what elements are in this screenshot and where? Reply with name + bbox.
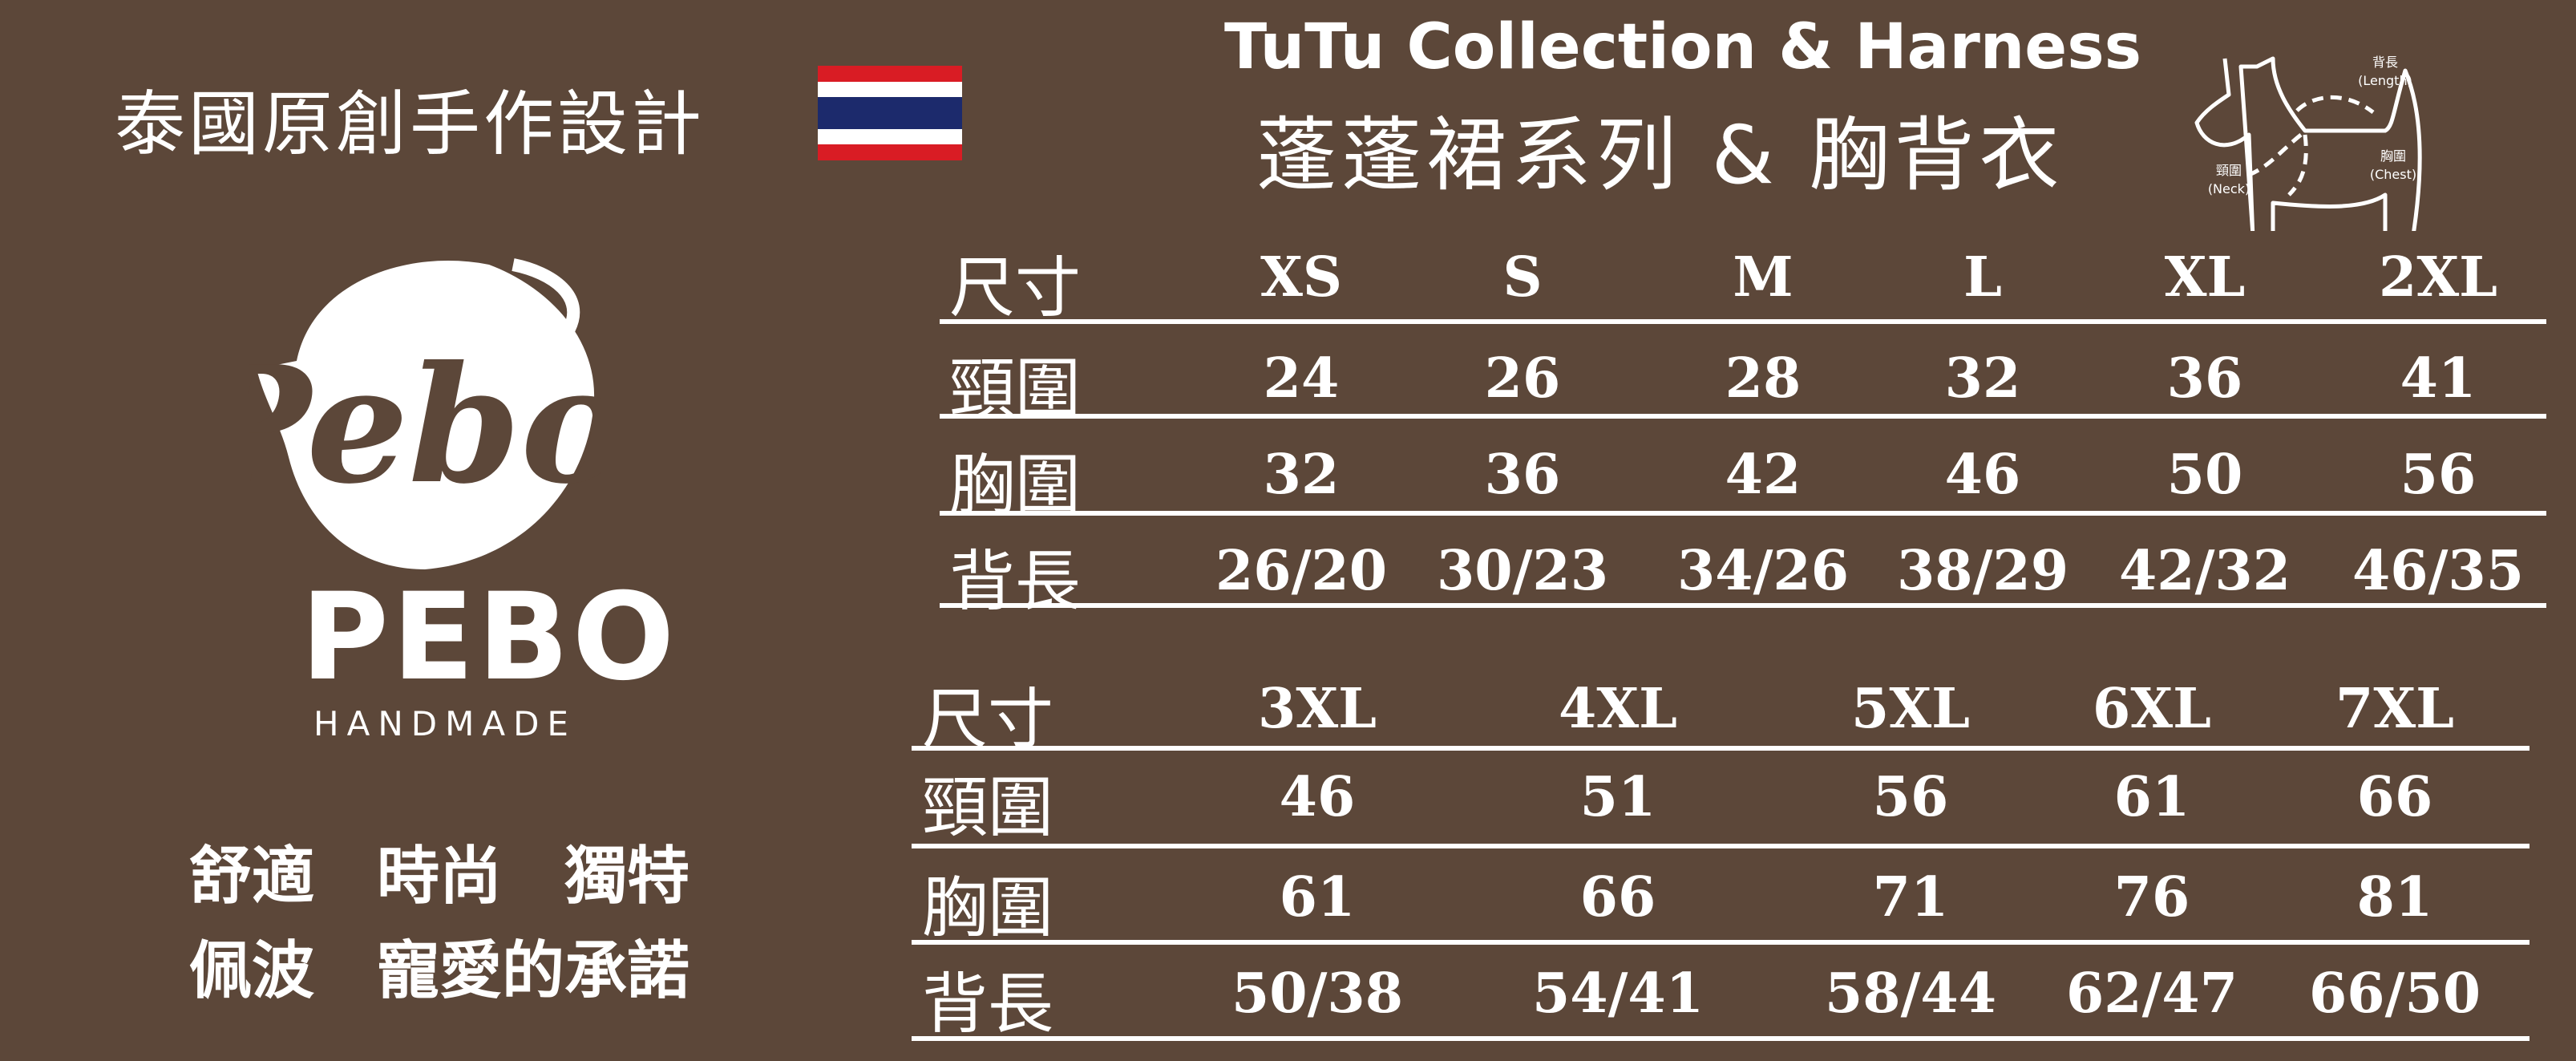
size-column-header: 7XL: [2335, 677, 2454, 741]
measurement-value: 50: [2166, 443, 2243, 507]
diagram-neck-en: (Neck): [2208, 181, 2250, 196]
title-english: TuTu Collection & Harness: [1224, 11, 2142, 83]
diagram-length-zh: 背長: [2372, 55, 2398, 70]
table-divider: [940, 511, 2546, 516]
measurement-value: 76: [2113, 865, 2190, 929]
title-chinese: 蓬蓬裙系列 & 胸背衣: [1256, 108, 2064, 202]
size-column-header: XS: [1260, 245, 1342, 310]
flag-stripe: [818, 97, 962, 129]
size-column-header: L: [1963, 245, 2002, 310]
measurement-value: 66: [2356, 765, 2433, 829]
table-divider: [940, 319, 2546, 324]
size-column-header: 6XL: [2093, 677, 2211, 741]
measurement-value: 26: [1484, 346, 1561, 411]
measurement-value: 62/47: [2065, 962, 2238, 1026]
size-header-label: 尺寸: [922, 682, 1054, 758]
measurement-label: 頸圍: [922, 770, 1054, 846]
measurement-value: 26/20: [1215, 539, 1388, 603]
diagram-chest-en: (Chest): [2370, 167, 2416, 182]
measurement-value: 36: [2166, 346, 2243, 411]
measurement-value: 61: [1279, 865, 1356, 929]
measurement-value: 54/41: [1531, 962, 1705, 1026]
measurement-value: 56: [1872, 765, 1949, 829]
measurement-value: 71: [1872, 865, 1949, 929]
measurement-value: 28: [1725, 346, 1802, 411]
measurement-value: 66: [1579, 865, 1656, 929]
size-column-header: 4XL: [1559, 677, 1677, 741]
table-divider: [912, 940, 2529, 945]
measurement-value: 46/35: [2352, 539, 2525, 603]
size-column-header: 5XL: [1851, 677, 1970, 741]
measurement-value: 34/26: [1676, 539, 1850, 603]
size-column-header: S: [1502, 245, 1543, 310]
measurement-value: 36: [1484, 443, 1561, 507]
thailand-flag-icon: [818, 66, 962, 161]
slogan-line-1: 舒適 時尚 獨特: [189, 840, 690, 913]
logo-script: Pebo: [249, 331, 601, 520]
brand-name: PEBO: [301, 568, 678, 707]
table-divider: [912, 844, 2529, 848]
dog-measurement-diagram-icon: 背長 (Length) 胸圍 (Chest) 頸圍 (Neck): [2194, 55, 2422, 231]
measurement-value: 24: [1263, 346, 1340, 411]
measurement-value: 66/50: [2308, 962, 2481, 1026]
measurement-value: 50/38: [1231, 962, 1404, 1026]
size-column-header: 3XL: [1258, 677, 1377, 741]
measurement-value: 30/23: [1436, 539, 1609, 603]
measurement-value: 32: [1263, 443, 1340, 507]
measurement-value: 56: [2400, 443, 2477, 507]
flag-stripe: [818, 128, 962, 145]
flag-stripe: [818, 81, 962, 98]
measurement-value: 51: [1579, 765, 1656, 829]
table-divider: [912, 746, 2529, 751]
measurement-value: 58/44: [1824, 962, 1997, 1026]
measurement-label: 背長: [949, 544, 1082, 620]
diagram-chest-zh: 胸圍: [2380, 148, 2406, 164]
flag-stripe: [818, 66, 962, 82]
measurement-value: 42/32: [2118, 539, 2291, 603]
size-header-label: 尺寸: [949, 250, 1082, 326]
pebo-logo-icon: Pebo: [249, 258, 601, 569]
tagline: 泰國原創手作設計: [115, 83, 706, 165]
measurement-value: 32: [1944, 346, 2021, 411]
brand-subtitle: HANDMADE: [313, 704, 576, 743]
diagram-neck-zh: 頸圍: [2216, 163, 2242, 178]
measurement-value: 46: [1279, 765, 1356, 829]
flag-stripe: [818, 144, 962, 161]
size-column-header: M: [1733, 245, 1793, 310]
size-column-header: XL: [2164, 245, 2246, 310]
measurement-value: 46: [1944, 443, 2021, 507]
diagram-length-en: (Length): [2358, 73, 2412, 88]
measurement-label: 胸圍: [922, 870, 1054, 946]
table-divider: [940, 414, 2546, 419]
measurement-value: 38/29: [1896, 539, 2069, 603]
table-divider: [912, 1036, 2529, 1041]
size-column-header: 2XL: [2379, 245, 2497, 310]
measurement-value: 41: [2400, 346, 2477, 411]
measurement-label: 背長: [922, 966, 1054, 1043]
measurement-value: 61: [2113, 765, 2190, 829]
measurement-value: 42: [1725, 443, 1802, 507]
slogan-line-2: 佩波 寵愛的承諾: [189, 935, 690, 1007]
table-divider: [940, 603, 2546, 608]
measurement-value: 81: [2356, 865, 2433, 929]
